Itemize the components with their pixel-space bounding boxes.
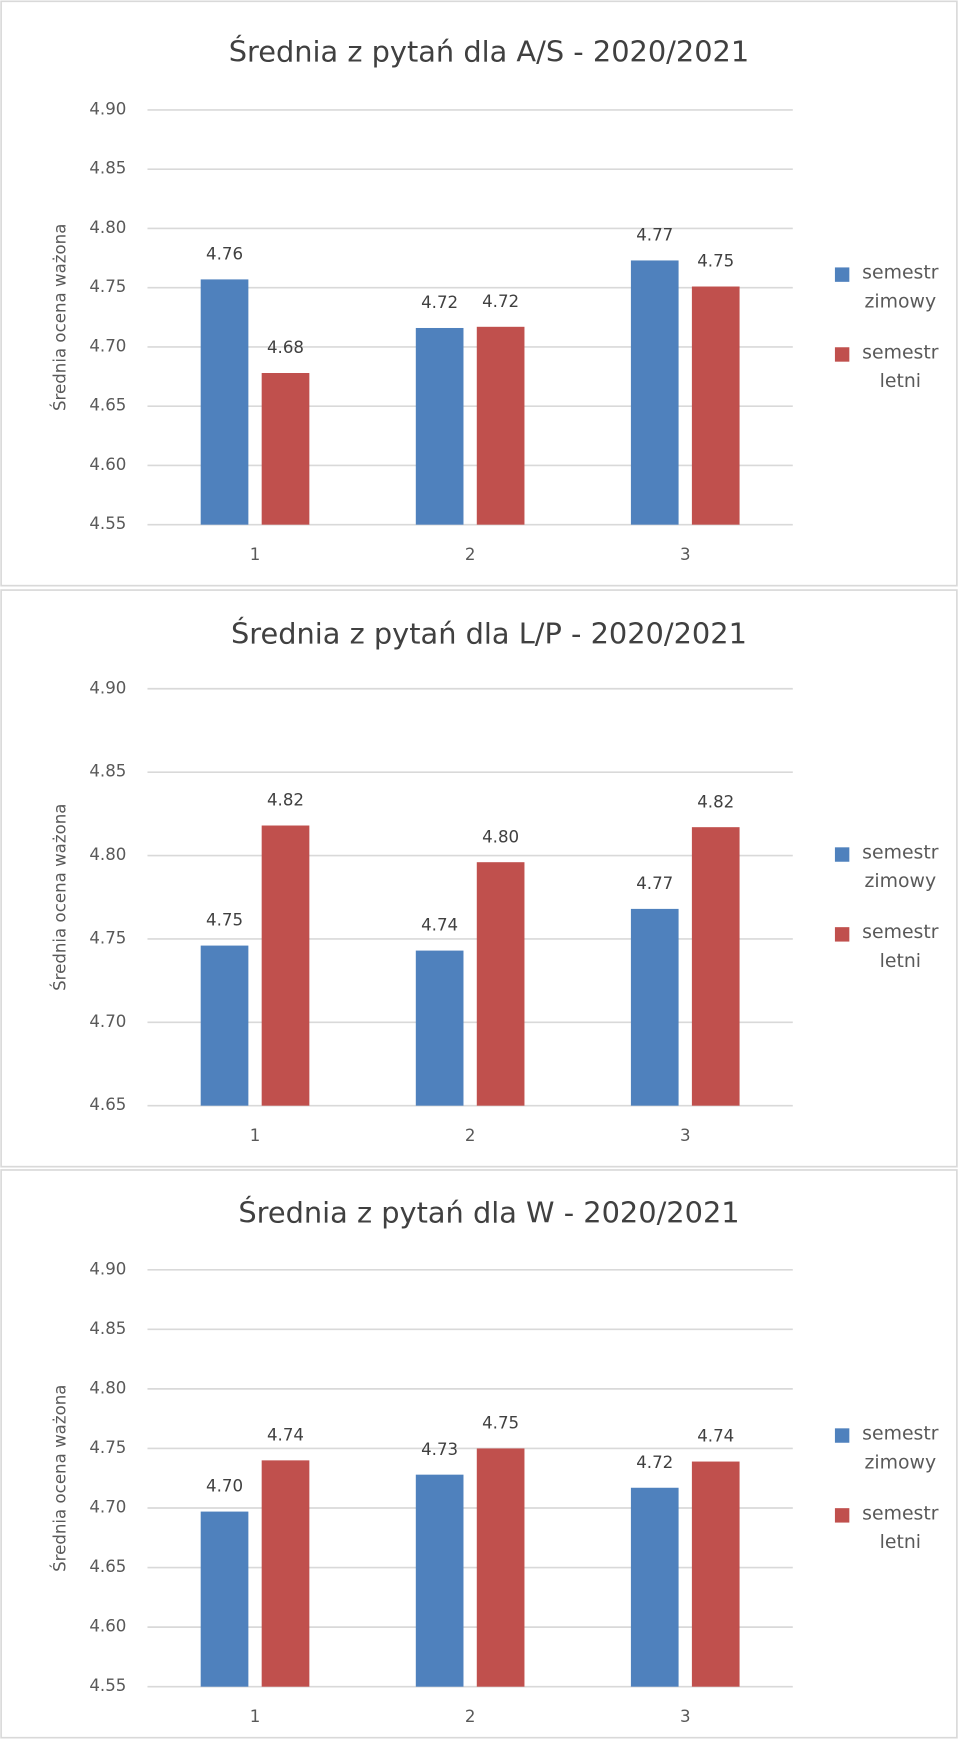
y-tick-label: 4.80 bbox=[89, 1378, 126, 1397]
bar bbox=[691, 827, 740, 1106]
x-tick-label: 3 bbox=[680, 545, 691, 564]
bar bbox=[200, 1511, 249, 1687]
x-tick-label: 2 bbox=[465, 1707, 476, 1726]
x-tick-label: 3 bbox=[680, 1126, 691, 1145]
x-tick-label: 1 bbox=[250, 1126, 261, 1145]
legend-label: semestr letni bbox=[862, 341, 939, 393]
y-tick-label: 4.65 bbox=[89, 1095, 126, 1114]
value-label: 4.75 bbox=[206, 911, 243, 930]
legend-label: semestr letni bbox=[862, 921, 939, 973]
value-label: 4.73 bbox=[421, 1440, 458, 1459]
bar bbox=[476, 1448, 525, 1687]
legend-swatch bbox=[834, 267, 850, 282]
bar bbox=[200, 945, 249, 1106]
legend-label: semestr zimowy bbox=[862, 841, 939, 893]
y-tick-label: 4.60 bbox=[89, 455, 126, 474]
chart-title: Średnia z pytań dla W - 2020/2021 bbox=[238, 1195, 739, 1229]
bar bbox=[261, 825, 310, 1106]
bar bbox=[261, 1460, 310, 1687]
value-label: 4.75 bbox=[697, 252, 734, 271]
y-tick-label: 4.75 bbox=[89, 277, 126, 296]
y-tick-label: 4.60 bbox=[89, 1617, 126, 1636]
y-tick-label: 4.65 bbox=[89, 396, 126, 415]
bar bbox=[691, 1461, 740, 1687]
legend-swatch bbox=[834, 847, 850, 862]
y-tick-label: 4.55 bbox=[89, 514, 126, 533]
y-tick-label: 4.75 bbox=[89, 928, 126, 947]
value-label: 4.82 bbox=[267, 791, 304, 810]
bar bbox=[691, 286, 740, 525]
y-tick-label: 4.70 bbox=[89, 1012, 126, 1031]
y-tick-label: 4.65 bbox=[89, 1557, 126, 1576]
value-label: 4.82 bbox=[697, 792, 734, 811]
legend-swatch bbox=[834, 347, 850, 362]
y-tick-label: 4.80 bbox=[89, 218, 126, 237]
legend-entry: semestr zimowy bbox=[862, 841, 939, 893]
legend-label: semestr zimowy bbox=[862, 261, 939, 313]
y-tick-label: 4.90 bbox=[89, 678, 126, 697]
bar bbox=[630, 908, 679, 1106]
y-axis-label: Średnia ocena ważona bbox=[50, 224, 69, 411]
value-label: 4.77 bbox=[636, 226, 673, 245]
y-tick-label: 4.85 bbox=[89, 762, 126, 781]
y-tick-label: 4.80 bbox=[89, 845, 126, 864]
value-label: 4.76 bbox=[206, 245, 243, 264]
y-tick-label: 4.85 bbox=[89, 159, 126, 178]
x-tick-label: 2 bbox=[465, 1126, 476, 1145]
chart-title: Średnia z pytań dla L/P - 2020/2021 bbox=[231, 617, 747, 651]
y-axis-label: Średnia ocena ważona bbox=[50, 1385, 69, 1572]
legend-label: semestr zimowy bbox=[862, 1422, 939, 1474]
legend-swatch bbox=[834, 1508, 850, 1523]
value-label: 4.74 bbox=[421, 916, 458, 935]
bar bbox=[415, 327, 464, 525]
value-label: 4.72 bbox=[421, 293, 458, 312]
bar bbox=[261, 373, 310, 525]
legend-entry: semestr letni bbox=[862, 921, 939, 973]
y-tick-label: 4.90 bbox=[89, 1259, 126, 1278]
y-tick-label: 4.85 bbox=[89, 1319, 126, 1338]
y-tick-label: 4.90 bbox=[89, 99, 126, 118]
legend-swatch bbox=[834, 1428, 850, 1443]
legend-entry: semestr letni bbox=[862, 1502, 939, 1554]
bar bbox=[200, 279, 249, 525]
x-tick-label: 1 bbox=[250, 1707, 261, 1726]
value-label: 4.68 bbox=[267, 338, 304, 357]
value-label: 4.72 bbox=[482, 292, 519, 311]
value-label: 4.80 bbox=[482, 827, 519, 846]
value-label: 4.75 bbox=[482, 1414, 519, 1433]
value-label: 4.74 bbox=[697, 1427, 734, 1446]
value-label: 4.70 bbox=[206, 1477, 243, 1496]
bar bbox=[476, 326, 525, 525]
bar bbox=[476, 862, 525, 1106]
y-tick-label: 4.70 bbox=[89, 1498, 126, 1517]
bar bbox=[415, 950, 464, 1106]
legend-label: semestr letni bbox=[862, 1502, 939, 1554]
bar bbox=[630, 260, 679, 525]
x-tick-label: 1 bbox=[250, 545, 261, 564]
y-axis-label: Średnia ocena ważona bbox=[50, 804, 69, 991]
y-tick-label: 4.70 bbox=[89, 336, 126, 355]
bar bbox=[630, 1487, 679, 1687]
x-tick-label: 2 bbox=[465, 545, 476, 564]
bar bbox=[415, 1474, 464, 1687]
value-label: 4.74 bbox=[267, 1425, 304, 1444]
chart-title: Średnia z pytań dla A/S - 2020/2021 bbox=[229, 34, 749, 68]
value-label: 4.72 bbox=[636, 1453, 673, 1472]
legend-entry: semestr letni bbox=[862, 341, 939, 393]
y-tick-label: 4.75 bbox=[89, 1438, 126, 1457]
legend-entry: semestr zimowy bbox=[862, 261, 939, 313]
value-label: 4.77 bbox=[636, 874, 673, 893]
legend-swatch bbox=[834, 927, 850, 942]
y-tick-label: 4.55 bbox=[89, 1676, 126, 1695]
x-tick-label: 3 bbox=[680, 1707, 691, 1726]
legend-entry: semestr zimowy bbox=[862, 1422, 939, 1474]
